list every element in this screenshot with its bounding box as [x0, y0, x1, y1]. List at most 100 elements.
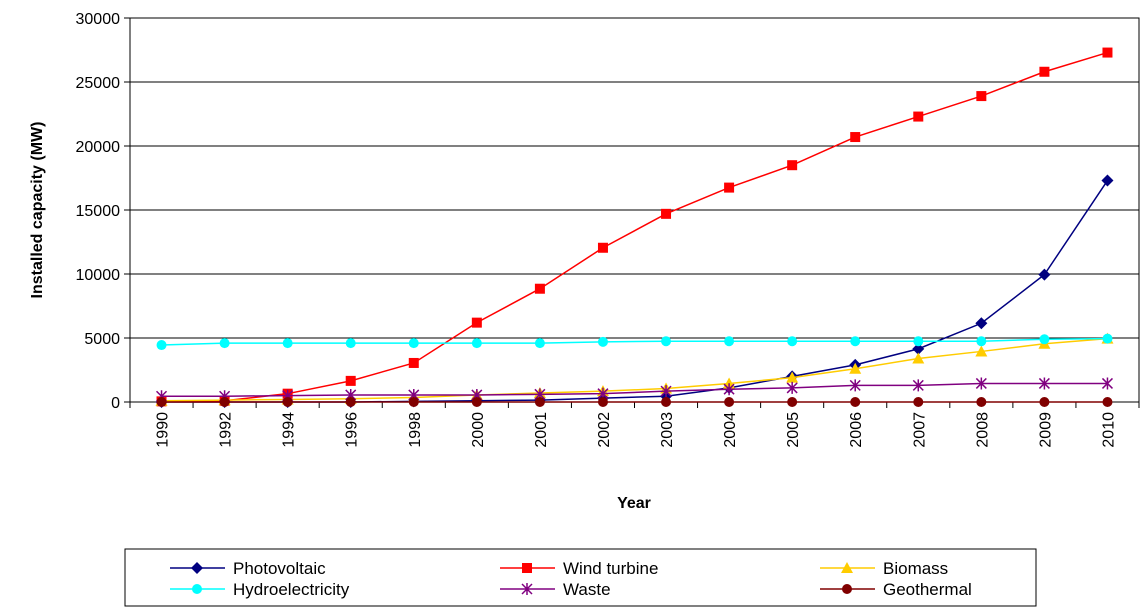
x-tick-label: 2006	[848, 412, 865, 448]
series-line	[161, 382, 1108, 397]
data-point	[471, 338, 482, 349]
legend-item: Wind turbine	[500, 559, 658, 578]
legend-marker	[191, 562, 203, 574]
data-point	[849, 362, 862, 374]
data-point	[345, 397, 356, 407]
data-point	[975, 345, 988, 357]
data-point	[597, 242, 608, 253]
data-point	[345, 375, 356, 386]
x-tick-label: 1992	[218, 412, 235, 448]
data-point	[1039, 334, 1050, 345]
data-point	[661, 336, 672, 347]
y-tick-label: 10000	[76, 267, 121, 284]
x-axis-title: Year	[617, 495, 651, 512]
x-tick-label: 1990	[155, 412, 172, 448]
data-point	[786, 371, 799, 383]
y-tick-label: 0	[111, 395, 120, 412]
legend-label: Hydroelectricity	[233, 580, 350, 599]
y-tick-label: 5000	[84, 331, 120, 348]
data-point	[723, 383, 735, 396]
data-point	[724, 397, 735, 407]
data-point	[156, 340, 167, 351]
data-point	[282, 338, 293, 349]
legend-label: Biomass	[883, 559, 948, 578]
series-line	[161, 337, 1108, 402]
data-point	[345, 338, 356, 349]
data-point	[534, 338, 545, 349]
y-tick-label: 30000	[76, 11, 121, 28]
data-point	[534, 283, 545, 294]
data-point	[1101, 174, 1114, 187]
legend-marker	[841, 562, 853, 573]
legend-label: Wind turbine	[563, 559, 658, 578]
data-point	[660, 385, 672, 398]
series-line	[161, 337, 1108, 346]
data-point	[913, 397, 924, 407]
data-point	[787, 397, 798, 407]
gridlines	[130, 81, 1139, 339]
y-tick-label: 15000	[76, 203, 121, 220]
data-point	[1102, 47, 1113, 58]
x-tick-label: 1994	[281, 412, 298, 448]
data-point	[786, 381, 798, 394]
series-geothermal	[156, 397, 1113, 407]
legend-item: Waste	[500, 580, 611, 599]
data-point	[156, 397, 167, 407]
data-point	[282, 397, 293, 407]
data-point	[1038, 377, 1050, 390]
x-tick-label: 2008	[974, 412, 991, 448]
data-point	[1101, 377, 1114, 390]
data-point	[597, 397, 608, 407]
legend-box	[124, 548, 1037, 607]
x-tick-label: 1996	[344, 412, 361, 448]
data-point	[219, 338, 230, 349]
data-point	[408, 397, 419, 407]
data-point	[976, 397, 987, 407]
x-tick-label: 2005	[785, 412, 802, 448]
legend-marker	[192, 584, 202, 594]
x-axis-ticks: 1990 1992 1994 1996 1998 2000 2001 2002 2003 2004…	[129, 402, 1140, 448]
data-point	[850, 132, 861, 143]
data-point	[724, 336, 735, 347]
data-point	[1038, 268, 1051, 281]
y-axis-title: Installed capacity (MW)	[29, 122, 46, 299]
data-point	[912, 342, 925, 355]
data-point	[913, 336, 924, 347]
data-point	[850, 336, 861, 347]
data-point	[597, 336, 608, 347]
x-tick-label: 2000	[470, 412, 487, 448]
series-hydroelectricity	[156, 333, 1113, 351]
legend-label: Geothermal	[883, 580, 972, 599]
data-point	[1102, 333, 1113, 344]
data-point	[975, 377, 987, 390]
data-point	[849, 379, 861, 392]
data-point	[408, 338, 419, 349]
y-axis-ticks: 0 5000 10000 15000 20000 25000 30000	[76, 11, 130, 412]
data-point	[787, 160, 798, 171]
data-point	[1102, 397, 1113, 407]
data-point	[724, 182, 735, 193]
legend: Photovoltaic Wind turbine Biomass Hydroelec…	[124, 548, 1037, 607]
legend-item: Biomass	[820, 559, 948, 578]
series-line	[161, 180, 1109, 403]
data-point	[1039, 66, 1050, 77]
data-point	[534, 397, 545, 407]
legend-label: Photovoltaic	[233, 559, 326, 578]
legend-marker	[522, 563, 532, 573]
x-tick-label: 2010	[1100, 412, 1117, 448]
data-point	[661, 397, 672, 407]
x-tick-label: 2001	[533, 412, 550, 448]
data-point	[912, 379, 924, 392]
x-tick-label: 2002	[596, 412, 613, 448]
x-tick-label: 2003	[659, 412, 676, 448]
y-tick-label: 20000	[76, 139, 121, 156]
data-point	[976, 91, 987, 102]
legend-marker	[842, 584, 852, 594]
legend-item: Photovoltaic	[170, 559, 326, 578]
data-point	[408, 357, 419, 368]
data-point	[219, 397, 230, 407]
legend-item: Hydroelectricity	[170, 580, 350, 599]
data-point	[1039, 397, 1050, 407]
x-tick-label: 2004	[722, 412, 739, 448]
